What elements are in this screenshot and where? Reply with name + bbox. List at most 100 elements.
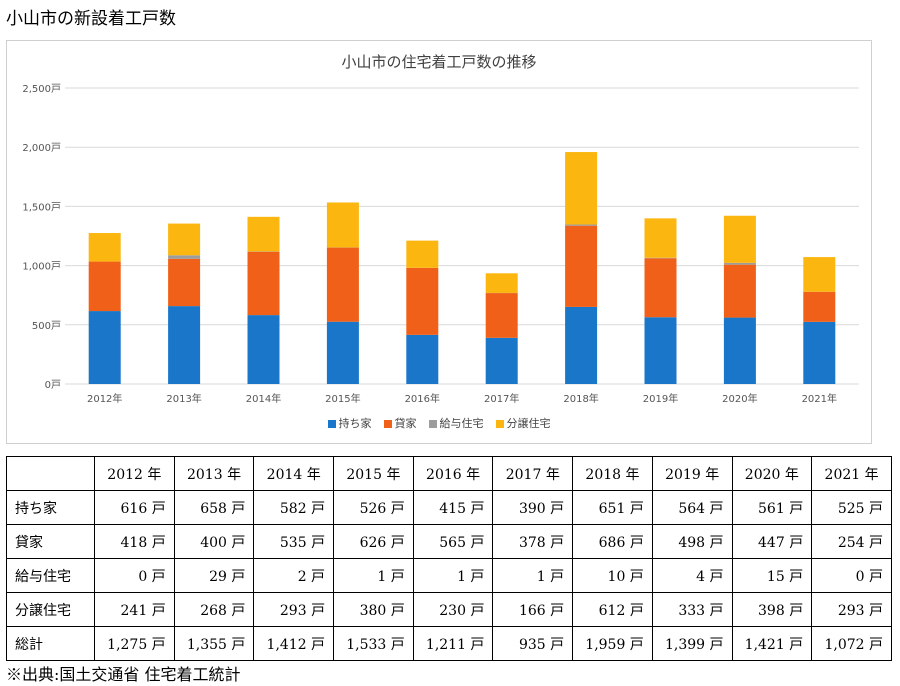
bar-segment <box>88 311 121 384</box>
bar-segment <box>247 251 280 316</box>
table-cell: 400 戸 <box>173 524 255 559</box>
table-cell: 2 戸 <box>253 558 335 593</box>
table-cell: 1,533 戸 <box>333 626 414 661</box>
bar-segment <box>168 223 201 256</box>
table-cell: 1 戸 <box>492 558 574 593</box>
y-tick-label: 1,500戸 <box>22 201 61 213</box>
column-header: 2017 年 <box>492 456 574 491</box>
table-cell: 612 戸 <box>572 592 653 627</box>
table-cell: 1,421 戸 <box>731 626 813 661</box>
table-cell: 1,412 戸 <box>253 626 335 661</box>
bar-segment <box>247 315 280 384</box>
data-table: 2012 年 2013 年 2014 年 2015 年 2016 年 2017 年 2018… <box>6 456 892 661</box>
source-footnote: ※出典:国土交通省 住宅着工統計 <box>6 665 241 684</box>
bar-segment <box>803 257 836 292</box>
table-cell: 241 戸 <box>94 592 175 627</box>
table-cell: 0 戸 <box>811 558 892 593</box>
bar-segment <box>565 225 598 307</box>
column-header: 2019 年 <box>651 456 733 491</box>
bar-segment <box>485 273 518 293</box>
column-header: 2014 年 <box>253 456 335 491</box>
chart-container: 小山市の住宅着工戸数の推移 0戸 500戸 1,000戸 1,500戸 2,000戸 2,… <box>6 40 872 444</box>
bar-segment <box>326 247 359 322</box>
table-cell: 29 戸 <box>173 558 255 593</box>
x-tick-label: 2018年 <box>563 392 598 405</box>
table-cell: 1,399 戸 <box>651 626 733 661</box>
x-tick-label: 2019年 <box>643 392 678 405</box>
bar-segment <box>88 233 121 262</box>
legend-swatch <box>495 420 504 428</box>
x-tick-label: 2021年 <box>802 392 837 405</box>
bar-segment <box>406 240 439 268</box>
table-cell: 10 戸 <box>572 558 653 593</box>
bar-segment <box>803 291 836 322</box>
table-cell: 686 戸 <box>572 524 653 559</box>
bar-segment <box>168 306 201 384</box>
table-cell: 415 戸 <box>412 490 494 525</box>
column-header: 2016 年 <box>412 456 494 491</box>
x-tick-label: 2012年 <box>87 392 122 405</box>
bar-segment <box>326 321 359 384</box>
table-row: 総計 1,275 戸 1,355 戸 1,412 戸 1,533 戸 1,211 戸 935… <box>6 626 892 661</box>
column-header: 2020 年 <box>731 456 813 491</box>
legend-item: 給与住宅 <box>428 415 484 431</box>
bar-segment <box>644 218 677 258</box>
table-cell: 498 戸 <box>651 524 733 559</box>
bar-segment <box>723 264 756 318</box>
bar-segment <box>485 337 518 384</box>
table-cell: 626 戸 <box>333 524 414 559</box>
legend-swatch <box>327 420 336 428</box>
table-cell: 616 戸 <box>94 490 175 525</box>
table-cell: 268 戸 <box>173 592 255 627</box>
table-cell: 1 戸 <box>333 558 414 593</box>
legend-item: 分譲住宅 <box>495 415 551 431</box>
table-cell: 565 戸 <box>412 524 494 559</box>
legend-item: 貸家 <box>383 415 417 431</box>
table-cell: 1,211 戸 <box>412 626 494 661</box>
y-tick-label: 500戸 <box>32 320 61 332</box>
table-cell: 230 戸 <box>412 592 494 627</box>
column-header: 2018 年 <box>572 456 653 491</box>
table-row: 貸家 418 戸 400 戸 535 戸 626 戸 565 戸 378 戸 686 戸 498… <box>6 524 892 559</box>
table-cell: 526 戸 <box>333 490 414 525</box>
chart-legend: 持ち家 貸家 給与住宅 分譲住宅 <box>7 415 871 431</box>
column-header: 2013 年 <box>173 456 255 491</box>
table-row: 持ち家 616 戸 658 戸 582 戸 526 戸 415 戸 390 戸 651 戸 56… <box>6 490 892 525</box>
legend-swatch <box>428 420 437 428</box>
x-tick-label: 2013年 <box>166 392 201 405</box>
table-cell: 378 戸 <box>492 524 574 559</box>
column-header <box>6 456 95 491</box>
bar-segment <box>644 317 677 384</box>
table-cell: 447 戸 <box>731 524 813 559</box>
chart-title: 小山市の住宅着工戸数の推移 <box>341 53 536 71</box>
table-cell: 564 戸 <box>651 490 733 525</box>
bar-segment <box>723 317 756 384</box>
table-cell: 254 戸 <box>811 524 892 559</box>
bar-segment <box>565 152 598 225</box>
table-cell: 525 戸 <box>811 490 892 525</box>
table-cell: 293 戸 <box>811 592 892 627</box>
row-label: 持ち家 <box>6 490 95 525</box>
table-cell: 15 戸 <box>731 558 813 593</box>
x-tick-label: 2017年 <box>484 392 519 405</box>
legend-label: 持ち家 <box>338 417 372 430</box>
column-header: 2012 年 <box>94 456 175 491</box>
bar-segment <box>88 261 121 312</box>
column-header: 2021 年 <box>811 456 892 491</box>
table-cell: 535 戸 <box>253 524 335 559</box>
legend-label: 分譲住宅 <box>506 417 551 430</box>
table-cell: 1,355 戸 <box>173 626 255 661</box>
y-tick-label: 1,000戸 <box>22 261 61 273</box>
bar-segment <box>326 202 359 248</box>
table-cell: 935 戸 <box>492 626 574 661</box>
x-tick-label: 2015年 <box>325 392 360 405</box>
bar-segment <box>723 215 756 263</box>
page-title: 小山市の新設着工戸数 <box>6 9 176 29</box>
table-cell: 1,275 戸 <box>94 626 175 661</box>
legend-swatch <box>383 420 392 428</box>
table-cell: 651 戸 <box>572 490 653 525</box>
table-cell: 390 戸 <box>492 490 574 525</box>
column-header: 2015 年 <box>333 456 414 491</box>
